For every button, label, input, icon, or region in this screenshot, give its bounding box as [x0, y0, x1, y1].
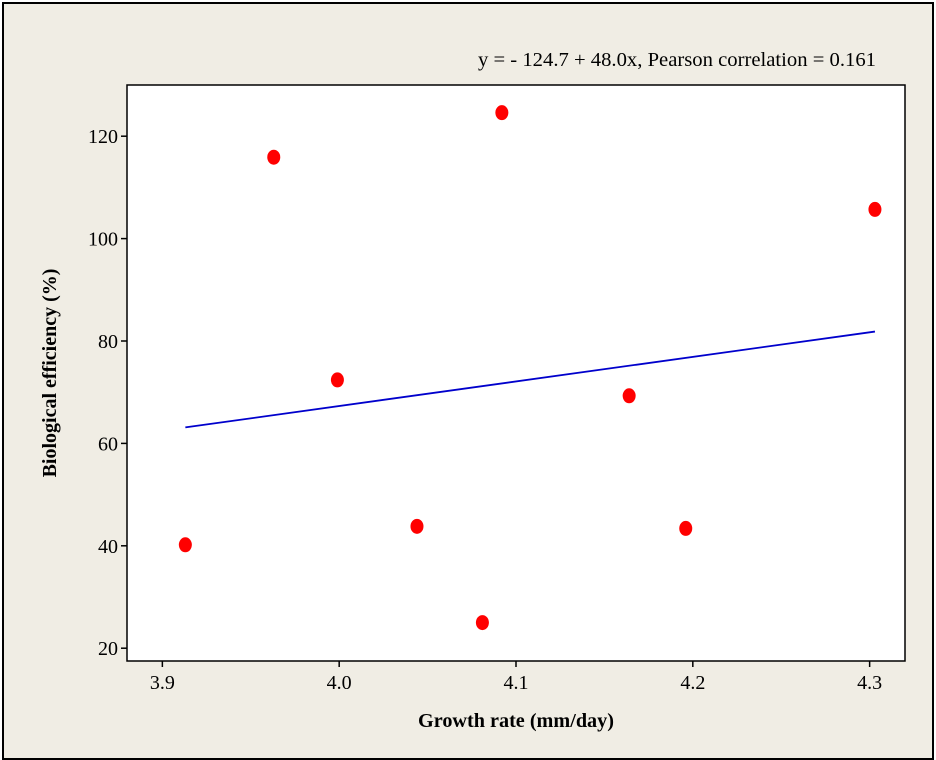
scatter-point: [410, 518, 424, 534]
y-axis: 20 40 60 80 100 120: [88, 126, 127, 660]
x-axis: 3.9 4.0 4.1 4.2 4.3: [150, 661, 882, 694]
scatter-points-layer: [178, 105, 882, 631]
regression-line: [185, 330, 876, 429]
y-axis-title: Biological efficiency (%): [39, 269, 61, 478]
scatter-point: [330, 372, 344, 388]
scatter-chart: 20 40 60 80 100 120 3.9 4.0 4.1 4.2 4.3 y = - 124…: [39, 49, 906, 732]
y-tick-label: 60: [98, 433, 118, 455]
regression-line-layer: [185, 330, 876, 429]
x-tick-label: 4.2: [680, 672, 705, 694]
x-tick-label: 3.9: [150, 672, 175, 694]
y-tick-label: 80: [98, 331, 118, 353]
scatter-point: [679, 520, 693, 536]
x-tick-label: 4.3: [857, 672, 882, 694]
scatter-point: [868, 201, 882, 217]
y-tick-label: 40: [98, 536, 118, 558]
x-axis-title: Growth rate (mm/day): [418, 710, 614, 732]
x-tick-label: 4.0: [327, 672, 352, 694]
scatter-point: [267, 149, 281, 165]
x-tick-label: 4.1: [504, 672, 529, 694]
scatter-point: [622, 388, 636, 404]
scatter-point: [475, 615, 489, 631]
annotation-text: y = - 124.7 + 48.0x, Pearson correlation…: [478, 49, 876, 71]
scatter-point: [178, 537, 192, 553]
y-tick-label: 100: [88, 229, 118, 251]
y-tick-label: 20: [98, 638, 118, 660]
scatter-point: [495, 105, 509, 121]
plot-area: [126, 84, 906, 662]
y-tick-label: 120: [88, 126, 118, 148]
